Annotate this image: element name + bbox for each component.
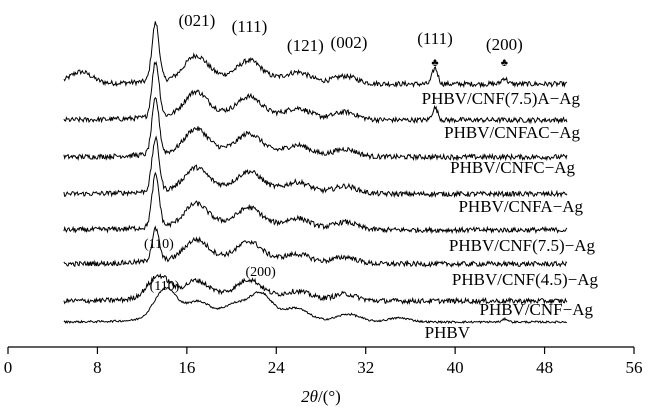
x-axis-label: 2θ/(°) [301,387,341,406]
x-tick-label: 8 [93,358,102,377]
curve-labels-layer: PHBV/CNF(7.5)A−Ag PHBV/CNFAC−Ag PHBV/CNFC−… [422,89,599,342]
peak-label: (110) [144,237,174,252]
peak-label: (110) [150,279,180,294]
x-tick-label: 40 [447,358,464,377]
x-axis-label-unit: /(°) [318,387,341,406]
peak-label: (200) [486,35,523,54]
curve-label: PHBV/CNF(4.5)−Ag [452,270,599,289]
series-line [63,21,568,89]
peak-label: (021) [179,11,216,30]
series-line [63,60,568,125]
curve-label: PHBV/CNF(7.5)A−Ag [422,89,581,108]
peak-label: (111) [417,29,453,48]
x-tick-label: 24 [268,358,286,377]
x-tick-label: 0 [4,358,13,377]
series-line [63,135,568,199]
series-line [63,97,568,162]
series-line [63,171,568,235]
peak-label: (002) [331,33,368,52]
x-ticks: 0 8 16 24 32 40 48 56 [4,347,643,377]
peak-label: (121) [287,36,324,55]
x-tick-label: 56 [626,358,643,377]
series-line [63,286,567,324]
x-axis-label-symbol: 2θ [301,387,318,406]
curve-label: PHBV/CNFC−Ag [450,158,575,177]
x-tick-label: 16 [178,358,195,377]
peak-label: (200) [245,265,276,280]
x-tick-label: 48 [536,358,553,377]
curve-label: PHBV [425,323,471,342]
curves-layer [63,21,568,324]
curve-label: PHBV/CNF−Ag [479,300,593,319]
series-line [63,273,568,306]
peak-label: (111) [232,17,268,36]
silver-marker: ♣ [431,57,438,69]
silver-marker: ♣ [501,57,508,69]
x-tick-label: 32 [357,358,374,377]
peak-labels-layer: (021) (111) (121) (002) (111) (200) (110) (110)… [144,11,523,294]
x-axis: 0 8 16 24 32 40 48 56 [4,346,643,377]
curve-label: PHBV/CNFAC−Ag [444,123,580,142]
series-line [63,225,568,268]
curve-label: PHBV/CNFA−Ag [458,197,583,216]
curve-label: PHBV/CNF(7.5)−Ag [449,236,596,255]
